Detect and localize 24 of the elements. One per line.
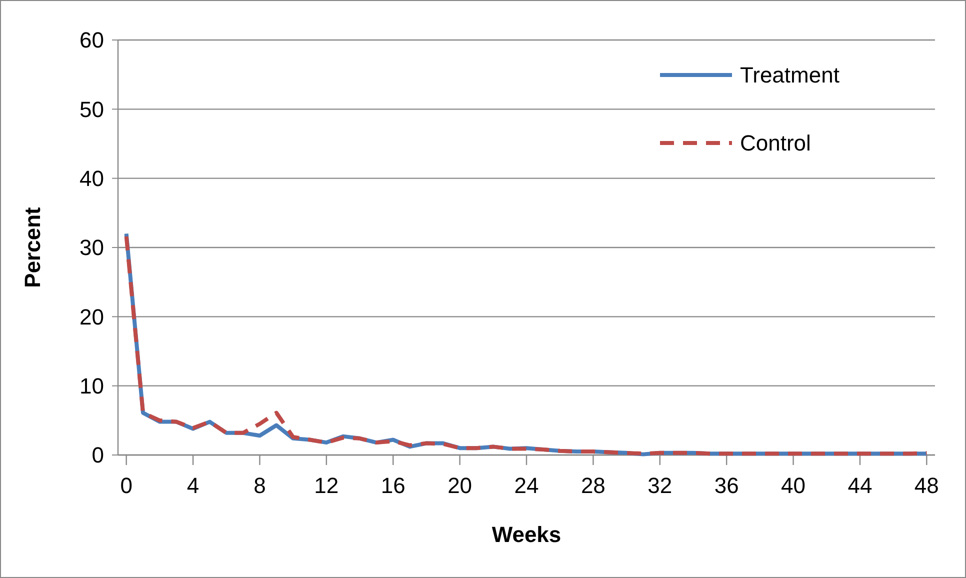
y-tick-label: 30 bbox=[80, 235, 104, 260]
y-tick-label: 50 bbox=[80, 96, 104, 122]
x-tick-label: 0 bbox=[120, 473, 132, 498]
y-tick-label: 20 bbox=[80, 304, 104, 330]
x-tick-label: 8 bbox=[254, 473, 266, 498]
x-tick-label: 32 bbox=[648, 473, 672, 498]
y-tick-label: 40 bbox=[80, 166, 104, 192]
legend-label: Control bbox=[740, 130, 811, 156]
x-tick-label: 4 bbox=[186, 473, 200, 498]
x-axis-title: Weeks bbox=[492, 522, 562, 547]
y-axis-title: Percent bbox=[20, 206, 45, 288]
x-tick-label: 28 bbox=[580, 473, 606, 498]
x-tick-label: 40 bbox=[781, 473, 806, 498]
x-tick-label: 16 bbox=[380, 473, 406, 498]
x-tick-label: 24 bbox=[514, 473, 539, 498]
x-tick-label: 20 bbox=[448, 473, 472, 498]
x-tick-label: 36 bbox=[714, 473, 739, 498]
y-tick-label: 60 bbox=[80, 28, 104, 53]
x-tick-label: 12 bbox=[314, 473, 339, 498]
y-tick-label: 10 bbox=[80, 374, 104, 399]
y-tick-label: 0 bbox=[92, 442, 104, 468]
legend-label: Treatment bbox=[740, 62, 840, 88]
x-tick-label: 44 bbox=[848, 473, 872, 498]
x-tick-label: 48 bbox=[914, 473, 939, 498]
